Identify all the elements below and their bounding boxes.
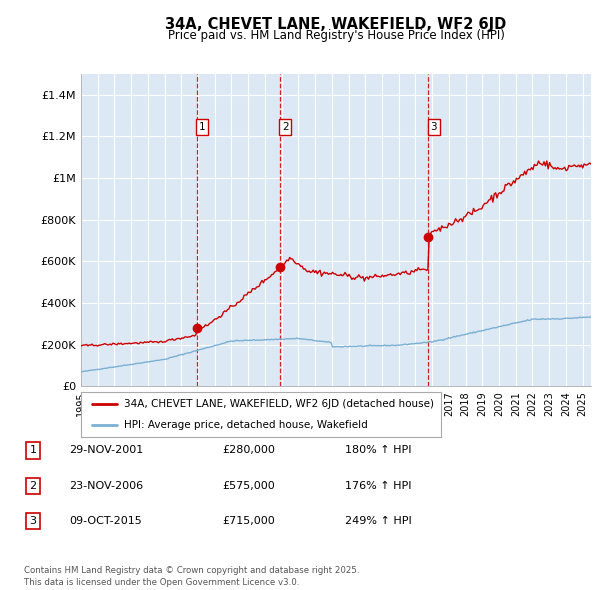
Text: Price paid vs. HM Land Registry's House Price Index (HPI): Price paid vs. HM Land Registry's House … (167, 30, 505, 42)
Text: 2: 2 (29, 481, 37, 491)
Text: HPI: Average price, detached house, Wakefield: HPI: Average price, detached house, Wake… (124, 419, 368, 430)
Text: 34A, CHEVET LANE, WAKEFIELD, WF2 6JD (detached house): 34A, CHEVET LANE, WAKEFIELD, WF2 6JD (de… (124, 399, 434, 409)
Text: 249% ↑ HPI: 249% ↑ HPI (345, 516, 412, 526)
Text: 1: 1 (29, 445, 37, 455)
Text: 2: 2 (282, 122, 289, 132)
Text: 176% ↑ HPI: 176% ↑ HPI (345, 481, 412, 491)
Text: 180% ↑ HPI: 180% ↑ HPI (345, 445, 412, 455)
Text: Contains HM Land Registry data © Crown copyright and database right 2025.
This d: Contains HM Land Registry data © Crown c… (24, 566, 359, 587)
Text: 3: 3 (29, 516, 37, 526)
Text: 34A, CHEVET LANE, WAKEFIELD, WF2 6JD: 34A, CHEVET LANE, WAKEFIELD, WF2 6JD (166, 17, 506, 31)
Text: 23-NOV-2006: 23-NOV-2006 (69, 481, 143, 491)
Text: 09-OCT-2015: 09-OCT-2015 (69, 516, 142, 526)
Text: 29-NOV-2001: 29-NOV-2001 (69, 445, 143, 455)
Text: £715,000: £715,000 (222, 516, 275, 526)
Text: 1: 1 (199, 122, 205, 132)
Text: £575,000: £575,000 (222, 481, 275, 491)
Text: 3: 3 (430, 122, 437, 132)
Text: £280,000: £280,000 (222, 445, 275, 455)
